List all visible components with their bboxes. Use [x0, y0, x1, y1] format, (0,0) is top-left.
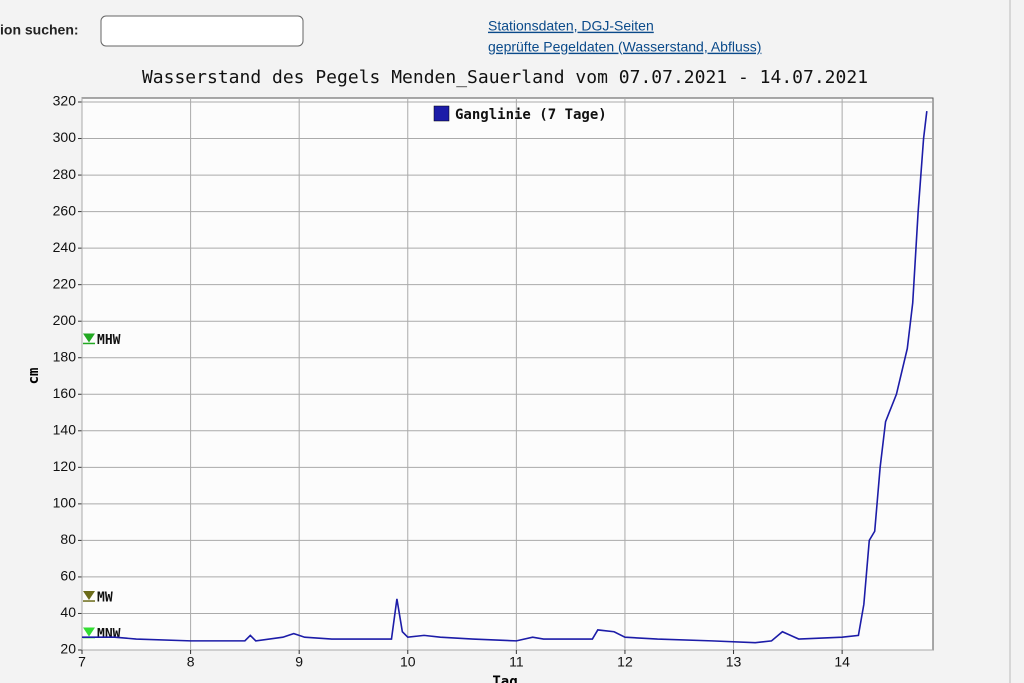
- link[interactable]: geprüfte Pegeldaten (Wasserstand, Abflus…: [488, 39, 761, 55]
- y-tick-label: 220: [53, 275, 77, 291]
- y-axis-label: cm: [26, 368, 42, 385]
- x-tick-label: 7: [78, 654, 86, 670]
- reference-label: MHW: [97, 333, 121, 348]
- y-tick-label: 120: [53, 458, 77, 474]
- y-tick-label: 140: [53, 422, 77, 438]
- reference-marker: [83, 333, 95, 343]
- plot-area: [81, 97, 934, 651]
- y-tick-label: 80: [60, 531, 76, 547]
- y-tick-label: 40: [60, 604, 76, 620]
- x-tick-label: 14: [834, 654, 850, 670]
- chart-title: Wasserstand des Pegels Menden_Sauerland …: [142, 67, 868, 88]
- y-tick-label: 160: [53, 385, 77, 401]
- y-tick-label: 260: [53, 202, 77, 218]
- y-tick-label: 180: [53, 348, 77, 364]
- x-tick-label: 11: [509, 654, 524, 670]
- legend-label: Ganglinie (7 Tage): [455, 107, 607, 123]
- data-line: [82, 111, 928, 644]
- x-tick-label: 9: [295, 654, 303, 670]
- y-tick-label: 280: [53, 166, 77, 182]
- x-tick-label: 10: [400, 654, 416, 670]
- y-tick-label: 200: [53, 312, 77, 328]
- y-tick-label: 20: [60, 641, 76, 657]
- y-tick-label: 240: [53, 239, 77, 255]
- x-tick-label: 12: [617, 654, 633, 670]
- reference-label: MNW: [97, 627, 121, 642]
- reference-label: MW: [97, 591, 113, 606]
- x-tick-label: 8: [187, 654, 195, 670]
- search-input[interactable]: [100, 15, 304, 47]
- y-tick-label: 60: [60, 568, 76, 584]
- x-axis-label: Tag: [492, 674, 517, 683]
- y-tick-label: 100: [53, 495, 77, 511]
- legend-swatch: [433, 105, 450, 122]
- y-tick-label: 300: [53, 129, 77, 145]
- search-label: ion suchen:: [0, 22, 79, 38]
- x-tick-label: 13: [726, 654, 742, 670]
- reference-marker: [83, 591, 95, 601]
- y-tick-label: 320: [53, 93, 77, 109]
- reference-marker: [83, 627, 95, 637]
- link[interactable]: Stationsdaten, DGJ-Seiten: [488, 18, 654, 34]
